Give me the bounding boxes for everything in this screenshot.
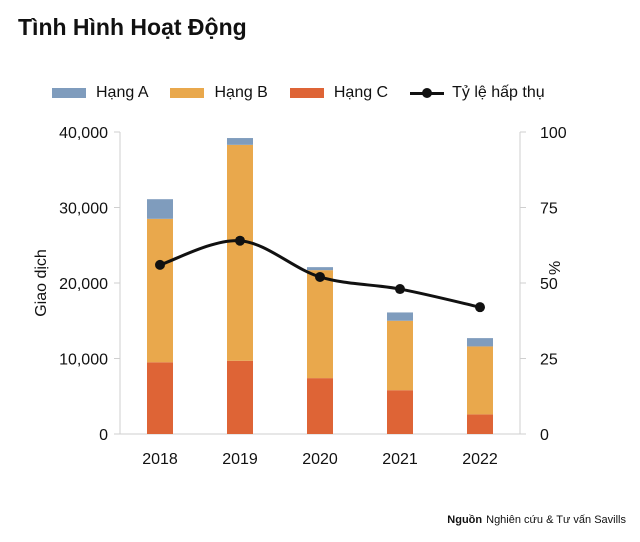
legend-label-hang-c: Hạng C [333, 84, 389, 101]
legend-item-hang-c: Hạng C [289, 84, 389, 102]
bar-hang-a-2021 [387, 312, 413, 321]
bar-hang-a-2022 [467, 338, 493, 347]
chart-title: Tình Hình Hoạt Động [18, 14, 247, 40]
x-tick-label: 2021 [382, 451, 418, 468]
y2-tick-label: 50 [540, 276, 558, 293]
bar-hang-b-2021 [387, 320, 413, 391]
source-text: Nghiên cứu & Tư vấn Savills [486, 514, 626, 526]
absorption-point-2018 [155, 259, 165, 270]
x-tick-label: 2019 [222, 451, 258, 468]
y-tick-label: 20,000 [59, 276, 108, 293]
x-tick-label: 2020 [302, 451, 338, 468]
bar-hang-a-2019 [227, 138, 253, 145]
bar-hang-b-2018 [147, 218, 173, 363]
legend-label-absorption: Tỷ lệ hấp thụ [452, 84, 545, 101]
bar-hang-c-2020 [307, 378, 333, 434]
bar-hang-c-2018 [147, 362, 173, 434]
source-label: Nguồn [447, 514, 483, 526]
legend-item-hang-a: Hạng A [52, 84, 148, 102]
y2-tick-label: 25 [540, 352, 558, 369]
legend-swatch-hang-c [289, 88, 324, 98]
legend-item-absorption: Tỷ lệ hấp thụ [410, 84, 545, 102]
bar-hang-a-2020 [307, 267, 333, 271]
bar-hang-b-2020 [307, 270, 333, 379]
absorption-point-2021 [395, 284, 405, 295]
legend: Hạng A Hạng B Hạng C Tỷ lệ hấp thụ [52, 84, 567, 102]
bar-hang-c-2019 [227, 360, 253, 434]
legend-swatch-hang-a [52, 88, 86, 98]
bar-hang-c-2021 [387, 390, 413, 434]
bar-hang-a-2018 [147, 199, 173, 219]
source-note: Nguồn Nghiên cứu & Tư vấn Savills [447, 514, 626, 526]
absorption-point-2020 [315, 271, 325, 282]
absorption-point-2019 [235, 235, 245, 246]
absorption-point-2022 [475, 302, 485, 313]
y-tick-label: 10,000 [59, 352, 108, 369]
y-tick-label: 30,000 [59, 201, 108, 218]
bar-hang-b-2022 [467, 346, 493, 415]
chart-plot: 0 10,000 20,000 30,000 40,000 0 25 50 75 100 Giao … [33, 125, 567, 468]
legend-swatch-absorption [410, 87, 445, 99]
legend-label-hang-a: Hạng A [96, 84, 149, 101]
x-tick-label: 2022 [462, 451, 498, 468]
legend-swatch-hang-b [170, 88, 205, 98]
y2-tick-label: 75 [540, 201, 558, 218]
y2-tick-label: 100 [540, 125, 567, 142]
y-tick-label: 0 [99, 427, 108, 444]
y2-tick-label: 0 [540, 427, 549, 444]
legend-item-hang-b: Hạng B [170, 84, 268, 102]
legend-label-hang-b: Hạng B [214, 84, 268, 101]
x-tick-label: 2018 [142, 451, 178, 468]
y-tick-label: 40,000 [59, 125, 108, 142]
bar-hang-b-2019 [227, 144, 253, 361]
y-axis-title: Giao dịch [33, 249, 50, 317]
bar-hang-c-2022 [467, 414, 493, 434]
y2-axis-title: % [547, 261, 564, 275]
